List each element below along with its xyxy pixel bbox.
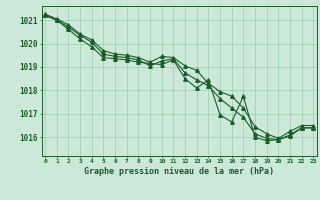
X-axis label: Graphe pression niveau de la mer (hPa): Graphe pression niveau de la mer (hPa) xyxy=(84,167,274,176)
